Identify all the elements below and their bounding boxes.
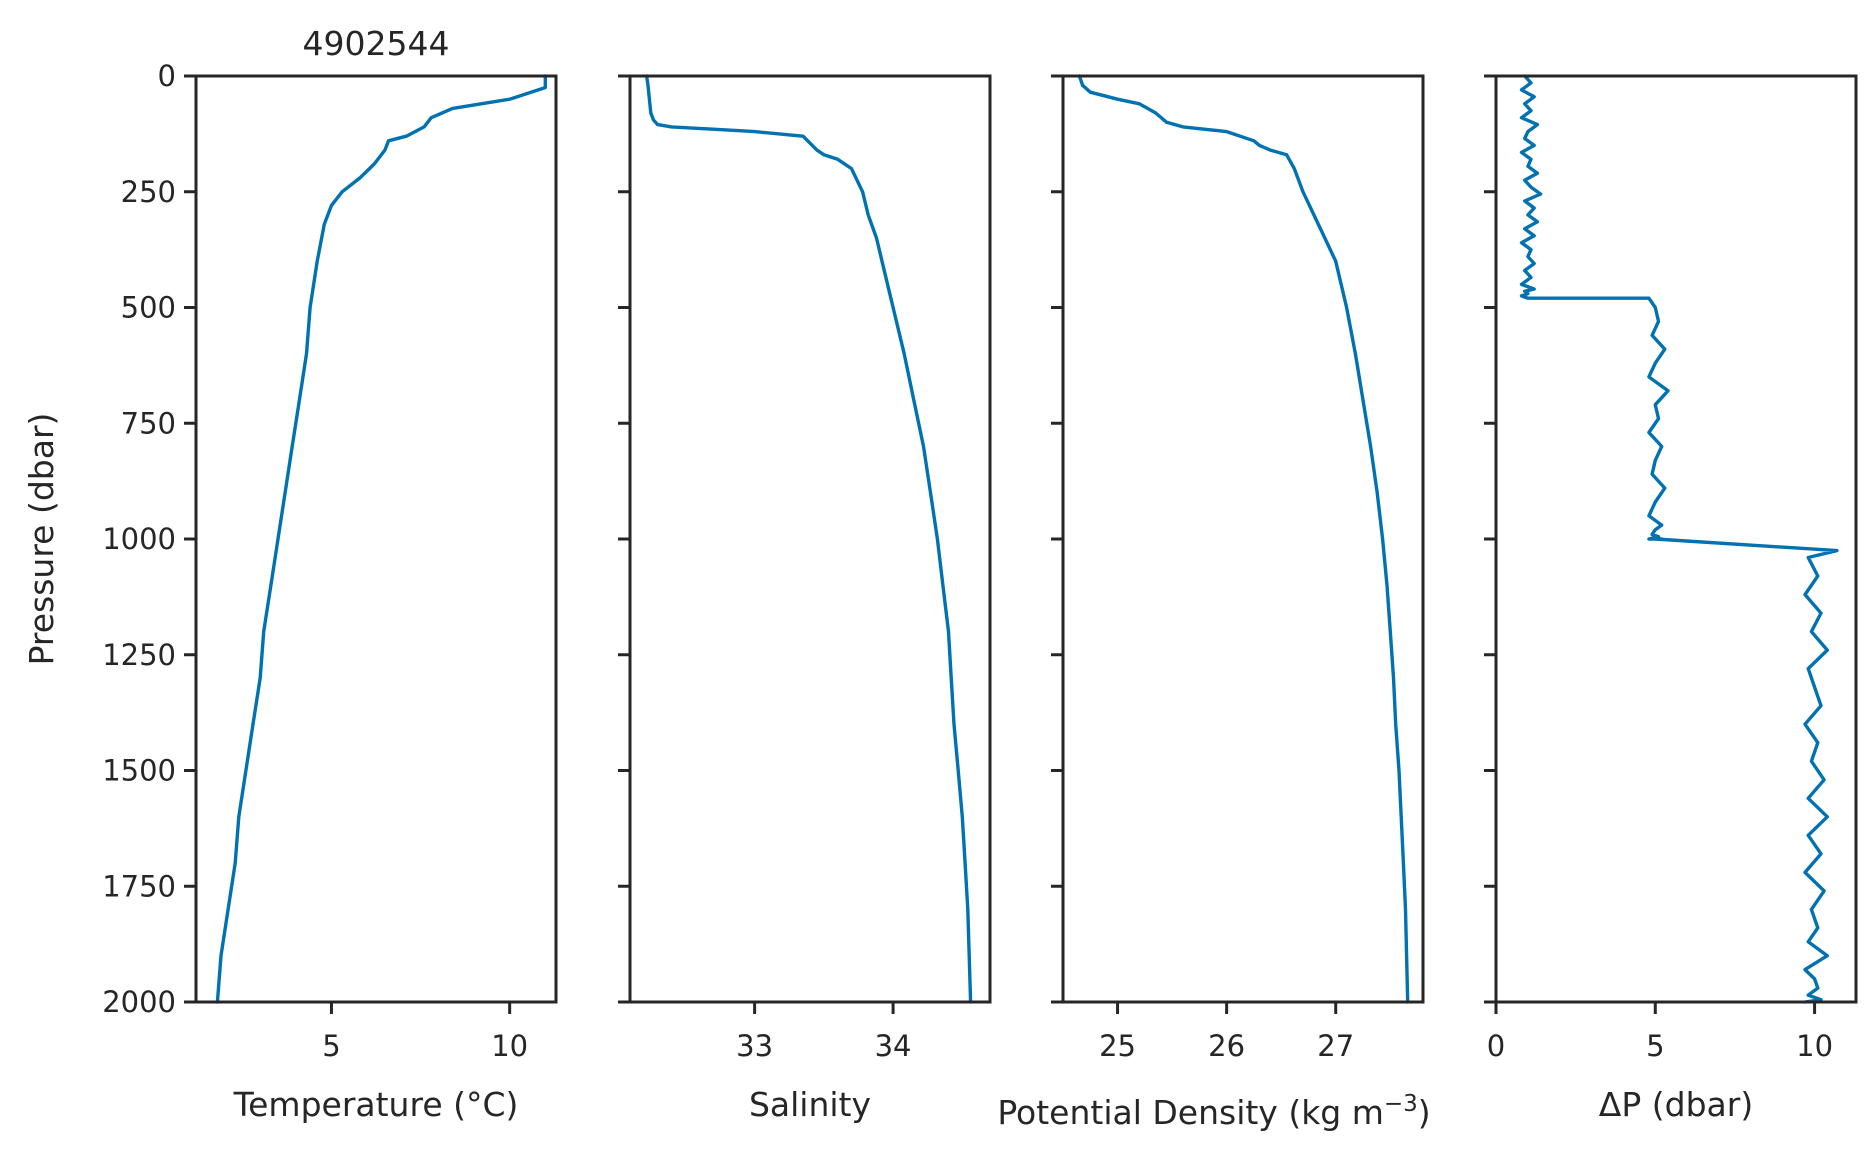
delta-p-x-axis-label: ΔP (dbar) [1599, 1085, 1753, 1124]
temperature-x-tick-label: 5 [322, 1029, 340, 1063]
density-x-tick-label: 26 [1208, 1029, 1245, 1063]
delta-p-x-tick-label: 0 [1487, 1029, 1505, 1063]
pressure-y-axis-label: Pressure (dbar) [22, 413, 61, 666]
delta-p-profile-line [1519, 74, 1839, 1004]
salinity-x-tick-label: 34 [875, 1029, 912, 1063]
density-series [1077, 74, 1410, 1004]
temperature-x-axis-label: Temperature (°C) [233, 1085, 519, 1124]
salinity-profile-line [644, 74, 973, 1004]
density-profile-line [1077, 74, 1410, 1004]
delta-p-y-ticks [1484, 74, 1496, 1004]
pressure-y-tick-label: 500 [121, 291, 176, 325]
density-y-ticks [1051, 74, 1063, 1004]
panel-temperature: 4902544 5 10 0 250 500 750 1000 1250 1500 1750 20… [22, 24, 558, 1124]
density-x-tick-label: 27 [1317, 1029, 1354, 1063]
pressure-y-tick-label: 2000 [102, 985, 176, 1019]
pressure-y-tick-label: 1750 [102, 869, 176, 903]
density-label-sup: −3 [1384, 1091, 1418, 1117]
salinity-y-ticks [618, 74, 630, 1004]
pressure-y-tick-label: 0 [158, 59, 176, 93]
temperature-y-ticks: 0 250 500 750 1000 1250 1500 1750 2000 [102, 59, 196, 1019]
density-x-ticks: 25 26 27 [1099, 1002, 1354, 1063]
density-label-tail: ) [1418, 1093, 1431, 1132]
temperature-profile-line [215, 74, 547, 1004]
temperature-x-tick-label: 10 [491, 1029, 528, 1063]
panel-delta-p: 0 5 10 ΔP (dbar) [1484, 74, 1858, 1124]
salinity-x-tick-label: 33 [736, 1029, 773, 1063]
delta-p-x-ticks: 0 5 10 [1487, 1002, 1833, 1063]
delta-p-x-tick-label: 10 [1796, 1029, 1833, 1063]
pressure-y-tick-label: 1250 [102, 638, 176, 672]
salinity-x-ticks: 33 34 [736, 1002, 912, 1063]
pressure-y-tick-label: 1000 [102, 522, 176, 556]
temperature-x-ticks: 5 10 [322, 1002, 528, 1063]
density-x-axis-label: Potential Density (kg m−3) [997, 1091, 1430, 1132]
density-x-tick-label: 25 [1099, 1029, 1136, 1063]
delta-p-x-tick-label: 5 [1646, 1029, 1664, 1063]
density-axes-frame [1061, 74, 1425, 1004]
pressure-y-tick-label: 1500 [102, 754, 176, 788]
salinity-series [644, 74, 973, 1004]
temperature-series [215, 74, 547, 1004]
temperature-axes-frame [194, 74, 558, 1004]
delta-p-series [1519, 74, 1839, 1004]
pressure-y-tick-label: 750 [121, 406, 176, 440]
density-label-main: Potential Density (kg m [997, 1093, 1384, 1132]
salinity-x-axis-label: Salinity [749, 1085, 871, 1124]
pressure-y-tick-label: 250 [121, 175, 176, 209]
panel-density: 25 26 27 Potential Density (kg m−3) [997, 74, 1431, 1132]
panel-title: 4902544 [303, 24, 450, 63]
panel-salinity: 33 34 Salinity [618, 74, 992, 1124]
